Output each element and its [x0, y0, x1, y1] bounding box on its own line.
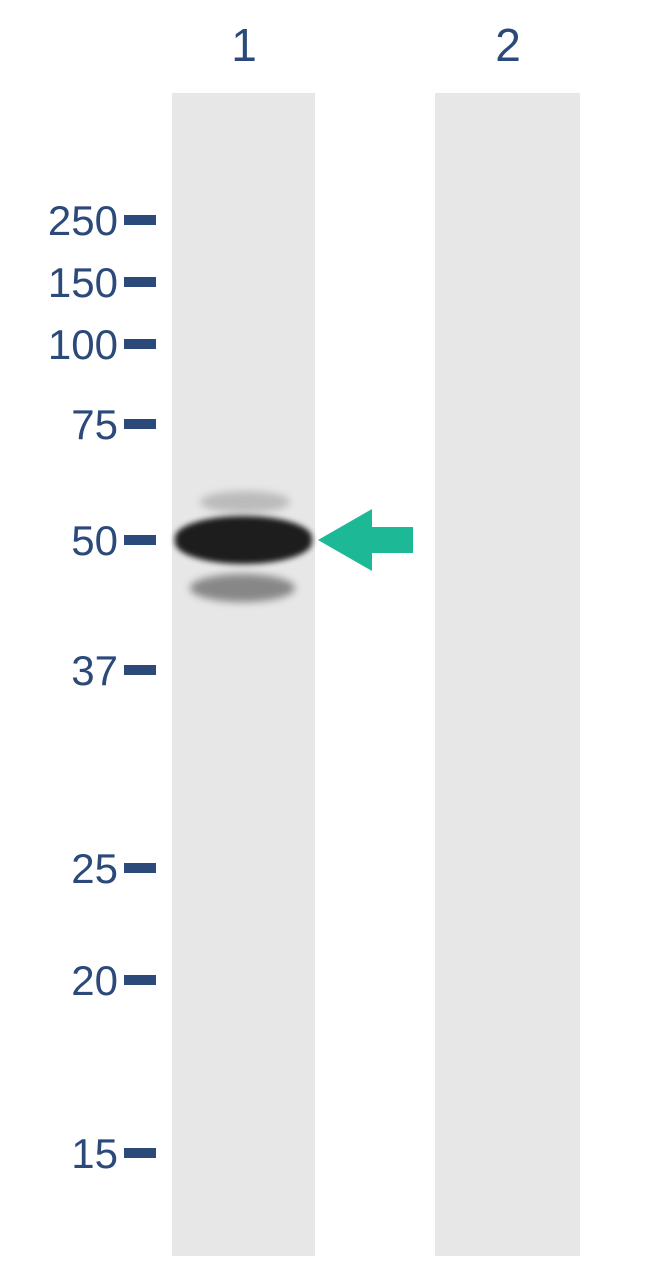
mw-marker-dash-75	[124, 419, 156, 429]
mw-marker-label-15: 15	[71, 1130, 118, 1178]
mw-marker-label-50: 50	[71, 517, 118, 565]
indicator-arrow-icon	[316, 507, 415, 573]
mw-marker-dash-20	[124, 975, 156, 985]
lane-2	[435, 93, 580, 1256]
mw-marker-dash-50	[124, 535, 156, 545]
lane-1	[172, 93, 315, 1256]
lane-1-label: 1	[214, 18, 274, 72]
mw-marker-dash-100	[124, 339, 156, 349]
mw-marker-dash-250	[124, 215, 156, 225]
lane-2-label: 2	[478, 18, 538, 72]
western-blot-figure: 1 2 250 150 100 75 50 37 25 20 15	[0, 0, 650, 1270]
mw-marker-label-150: 150	[48, 259, 118, 307]
mw-marker-dash-25	[124, 863, 156, 873]
mw-marker-label-25: 25	[71, 845, 118, 893]
mw-marker-dash-37	[124, 665, 156, 675]
mw-marker-label-37: 37	[71, 647, 118, 695]
band-lane1-minor-above	[200, 491, 290, 513]
mw-marker-label-20: 20	[71, 957, 118, 1005]
mw-marker-label-100: 100	[48, 321, 118, 369]
mw-marker-dash-15	[124, 1148, 156, 1158]
band-lane1-primary	[175, 516, 312, 564]
mw-marker-label-250: 250	[48, 197, 118, 245]
mw-marker-label-75: 75	[71, 401, 118, 449]
mw-marker-dash-150	[124, 277, 156, 287]
band-lane1-minor-below	[190, 574, 295, 602]
